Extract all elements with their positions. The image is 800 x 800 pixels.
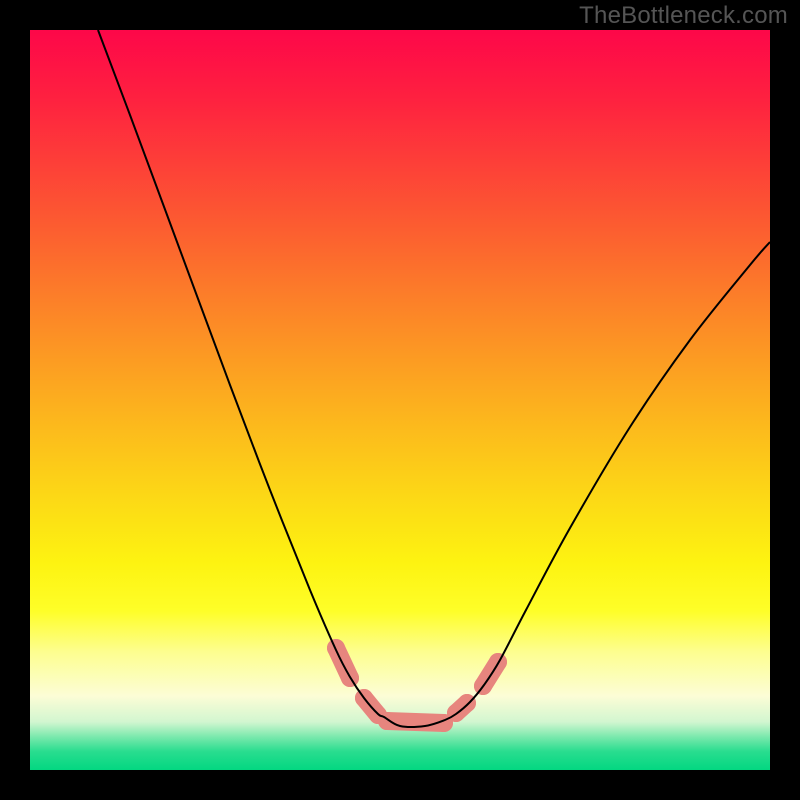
plot-background — [30, 30, 770, 770]
bottleneck-chart — [0, 0, 800, 800]
highlight-endcap — [378, 712, 396, 730]
